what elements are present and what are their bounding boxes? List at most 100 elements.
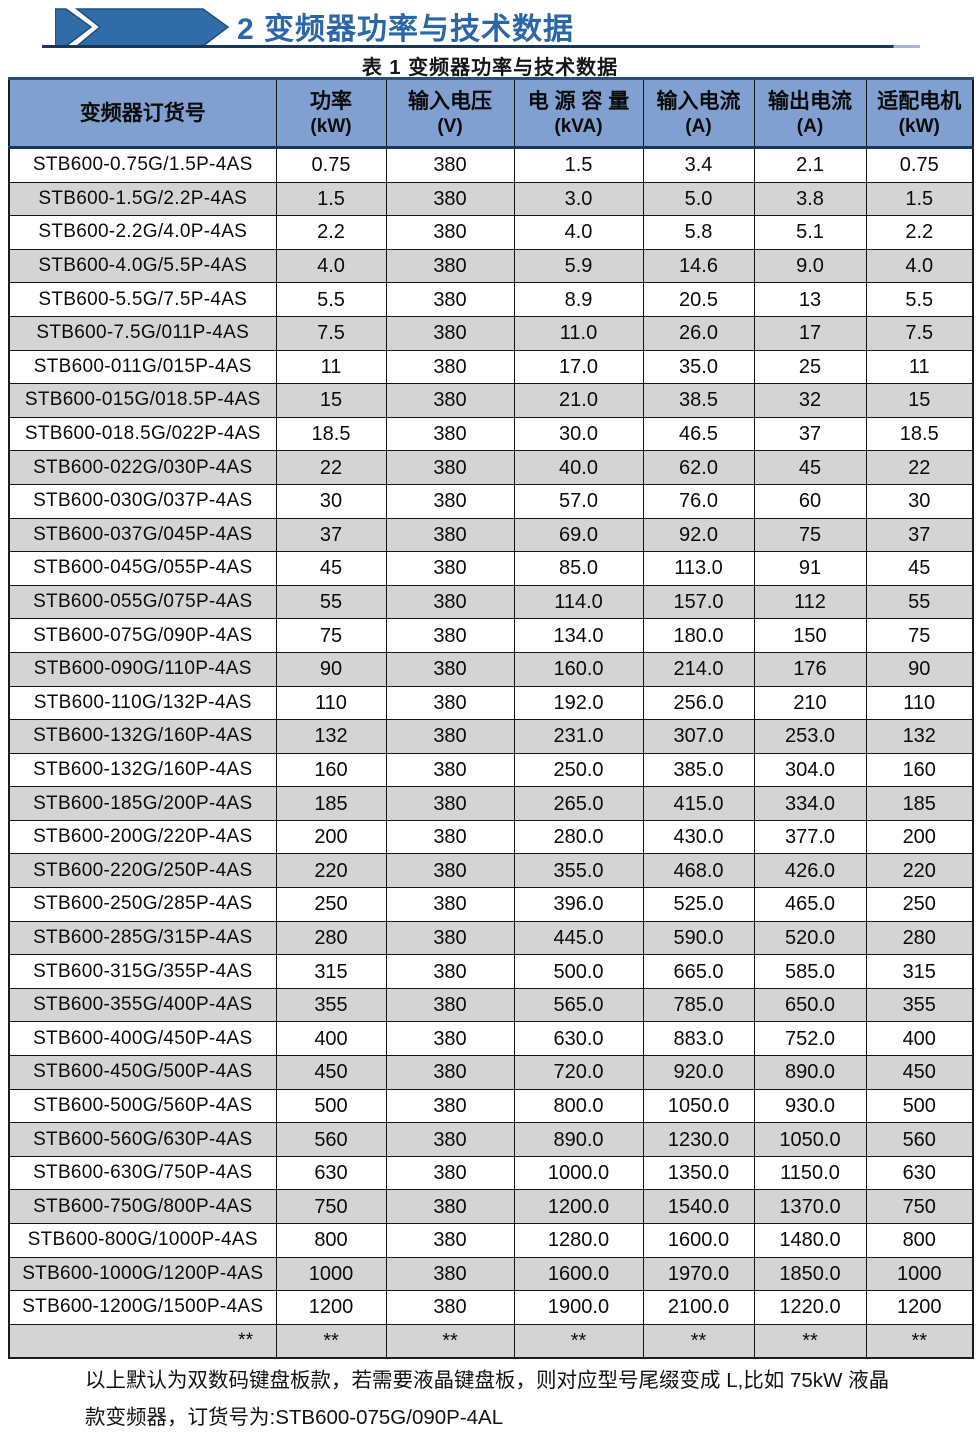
value-cell: 20.5 <box>642 282 755 317</box>
value-cell: 750 <box>275 1189 387 1224</box>
table-row: ** ** ** ** ** ** ** <box>8 1323 974 1359</box>
value-cell: 380 <box>385 1223 515 1258</box>
value-cell: 1.5 <box>513 147 644 183</box>
value-cell: 752.0 <box>753 1021 867 1057</box>
value-cell: 380 <box>385 1055 515 1090</box>
model-cell: STB600-045G/055P-4AS <box>8 551 277 586</box>
footer-note-line1: 以上默认为双数码键盘板款，若需要液晶键盘板，则对应型号尾缀变成 L,比如 75k… <box>85 1369 890 1392</box>
model-cell: STB600-560G/630P-4AS <box>8 1122 277 1157</box>
value-cell: 560 <box>865 1122 974 1157</box>
value-cell: 280 <box>275 920 387 956</box>
value-cell: 134.0 <box>513 618 644 653</box>
value-cell: 37 <box>275 517 387 553</box>
value-cell: 1600.0 <box>513 1256 644 1292</box>
value-cell: 1200 <box>865 1290 974 1325</box>
value-cell: 380 <box>385 483 515 519</box>
value-cell: 45 <box>865 551 974 586</box>
value-cell: 500 <box>275 1088 387 1124</box>
model-cell: STB600-022G/030P-4AS <box>8 450 277 485</box>
value-cell: 315 <box>275 954 387 989</box>
model-cell: STB600-500G/560P-4AS <box>8 1088 277 1124</box>
table-row: STB600-018.5G/022P-4AS 18.5 380 30.0 46.5 37 1… <box>8 416 974 452</box>
model-cell: STB600-750G/800P-4AS <box>8 1189 277 1224</box>
value-cell: 5.5 <box>865 282 974 317</box>
table-row: STB600-7.5G/011P-4AS 7.5 380 11.0 26.0 17 7.5 <box>8 315 974 351</box>
value-cell: 665.0 <box>642 954 755 989</box>
value-cell: 380 <box>385 853 515 889</box>
column-header: 变频器订货号 <box>8 78 277 149</box>
value-cell: 176 <box>753 651 867 687</box>
value-cell: ** <box>275 1323 387 1359</box>
value-cell: 280.0 <box>513 819 644 855</box>
footer-note-line2: 款变频器，订货号为:STB600-075G/090P-4AL <box>85 1406 504 1429</box>
value-cell: 11 <box>275 349 387 385</box>
model-cell: STB600-450G/500P-4AS <box>8 1055 277 1090</box>
value-cell: 55 <box>865 584 974 620</box>
value-cell: 380 <box>385 181 515 217</box>
value-cell: 4.0 <box>275 248 387 284</box>
value-cell: 525.0 <box>642 887 755 922</box>
value-cell: 800 <box>275 1223 387 1258</box>
value-cell: 380 <box>385 786 515 821</box>
value-cell: 0.75 <box>865 147 974 183</box>
model-cell: STB600-5.5G/7.5P-4AS <box>8 282 277 317</box>
value-cell: 630.0 <box>513 1021 644 1057</box>
table-row: STB600-037G/045P-4AS 37 380 69.0 92.0 75 37 <box>8 517 974 553</box>
value-cell: 5.1 <box>753 215 867 250</box>
model-cell: STB600-075G/090P-4AS <box>8 618 277 653</box>
value-cell: 265.0 <box>513 786 644 821</box>
section-banner <box>54 5 230 47</box>
value-cell: 150 <box>753 618 867 653</box>
value-cell: 1970.0 <box>642 1256 755 1292</box>
value-cell: 0.75 <box>275 147 387 183</box>
value-cell: 114.0 <box>513 584 644 620</box>
value-cell: 380 <box>385 618 515 653</box>
value-cell: 250 <box>275 887 387 922</box>
model-cell: STB600-250G/285P-4AS <box>8 887 277 922</box>
table-row: STB600-750G/800P-4AS 750 380 1200.0 1540.0 13… <box>8 1189 974 1224</box>
value-cell: 307.0 <box>642 719 755 754</box>
value-cell: 355.0 <box>513 853 644 889</box>
value-cell: 355 <box>865 987 974 1023</box>
value-cell: 890.0 <box>753 1055 867 1090</box>
value-cell: 132 <box>865 719 974 754</box>
value-cell: 75 <box>865 618 974 653</box>
value-cell: 380 <box>385 1021 515 1057</box>
model-cell: STB600-011G/015P-4AS <box>8 349 277 385</box>
value-cell: 377.0 <box>753 819 867 855</box>
value-cell: 380 <box>385 215 515 250</box>
value-cell: ** <box>385 1323 515 1359</box>
value-cell: 2.2 <box>275 215 387 250</box>
model-cell: STB600-2.2G/4.0P-4AS <box>8 215 277 250</box>
table-row: STB600-1200G/1500P-4AS 1200 380 1900.0 2100.… <box>8 1290 974 1325</box>
value-cell: 4.0 <box>865 248 974 284</box>
value-cell: 69.0 <box>513 517 644 553</box>
value-cell: 590.0 <box>642 920 755 956</box>
value-cell: ** <box>513 1323 644 1359</box>
model-cell: STB600-285G/315P-4AS <box>8 920 277 956</box>
model-cell: STB600-1.5G/2.2P-4AS <box>8 181 277 217</box>
value-cell: 1200.0 <box>513 1189 644 1224</box>
table-row: STB600-0.75G/1.5P-4AS 0.75 380 1.5 3.4 2.1 0.7… <box>8 147 974 183</box>
value-cell: 200 <box>275 819 387 855</box>
value-cell: 565.0 <box>513 987 644 1023</box>
model-cell: STB600-030G/037P-4AS <box>8 483 277 519</box>
value-cell: 75 <box>275 618 387 653</box>
value-cell: 55 <box>275 584 387 620</box>
model-cell: STB600-800G/1000P-4AS <box>8 1223 277 1258</box>
table-row: STB600-800G/1000P-4AS 800 380 1280.0 1600.0 1… <box>8 1223 974 1258</box>
value-cell: 1480.0 <box>753 1223 867 1258</box>
model-cell: STB600-0.75G/1.5P-4AS <box>8 147 277 183</box>
value-cell: 2.2 <box>865 215 974 250</box>
table-row: STB600-250G/285P-4AS 250 380 396.0 525.0 465.… <box>8 887 974 922</box>
value-cell: 85.0 <box>513 551 644 586</box>
table-row: STB600-110G/132P-4AS 110 380 192.0 256.0 210 1… <box>8 685 974 721</box>
value-cell: 40.0 <box>513 450 644 485</box>
value-cell: 220 <box>275 853 387 889</box>
value-cell: 800.0 <box>513 1088 644 1124</box>
value-cell: 92.0 <box>642 517 755 553</box>
value-cell: 112 <box>753 584 867 620</box>
value-cell: 426.0 <box>753 853 867 889</box>
value-cell: 630 <box>865 1155 974 1191</box>
